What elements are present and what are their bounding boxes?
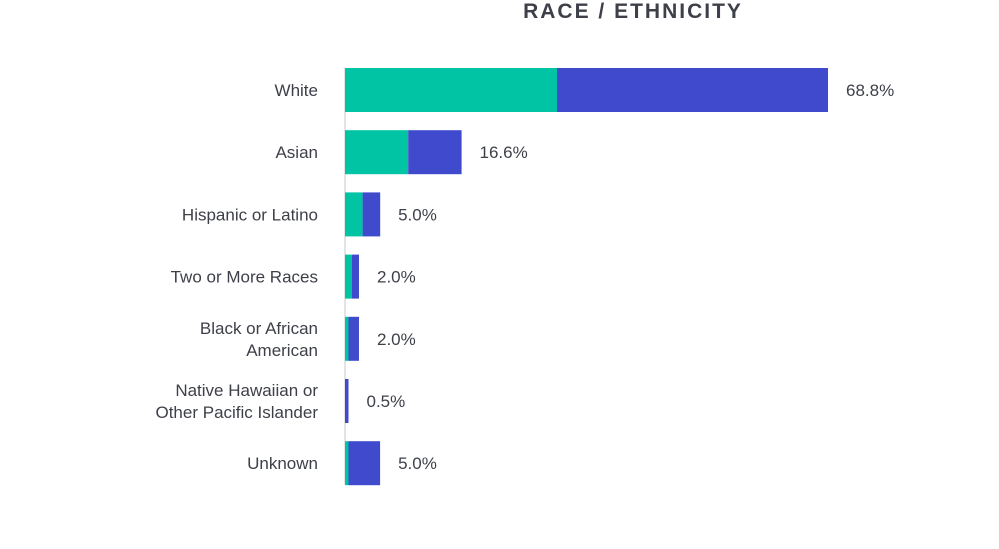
category-label: Two or More Races xyxy=(171,268,318,287)
bar-segment-2 xyxy=(348,441,381,486)
bars-group xyxy=(345,68,828,486)
value-label: 5.0% xyxy=(398,454,437,473)
bar-segment-2 xyxy=(352,254,359,299)
value-label: 16.6% xyxy=(480,143,528,162)
bar-segment-2 xyxy=(557,68,828,112)
category-label-line: Native Hawaiian or xyxy=(175,381,318,400)
bar-segment-1 xyxy=(345,68,557,112)
value-label: 2.0% xyxy=(377,330,416,349)
category-label-line: Unknown xyxy=(247,454,318,473)
category-label-line: Two or More Races xyxy=(171,268,318,287)
bar-segment-1 xyxy=(345,441,349,486)
value-label: 0.5% xyxy=(367,392,406,411)
value-label: 68.8% xyxy=(846,81,894,100)
value-label: 2.0% xyxy=(377,268,416,287)
bar-segment-2 xyxy=(345,379,349,423)
category-label: Unknown xyxy=(247,454,318,473)
bar-segment-2 xyxy=(408,130,462,175)
category-label: Hispanic or Latino xyxy=(182,205,318,224)
category-label: Black or African American xyxy=(200,319,318,360)
value-label: 5.0% xyxy=(398,205,437,224)
category-label-line: White xyxy=(275,81,318,100)
category-label: Native Hawaiian or Other Pacific Islander xyxy=(155,381,318,422)
bar-segment-1 xyxy=(345,192,363,237)
bar-segment-1 xyxy=(345,316,349,361)
category-label-line: Black or African xyxy=(200,319,318,338)
category-label-line: Hispanic or Latino xyxy=(182,205,318,224)
category-label: White xyxy=(275,81,318,100)
labels-group: White 68.8% Asian 16.6% Hispanic or Latino 5.… xyxy=(155,81,894,473)
bar-segment-2 xyxy=(348,316,359,361)
bar-segment-1 xyxy=(345,130,409,175)
category-label-line: Asian xyxy=(275,143,318,162)
bar-segment-1 xyxy=(345,254,352,299)
chart-title: RACE / ETHNICITY xyxy=(523,0,743,23)
category-label: Asian xyxy=(275,143,318,162)
category-label-line: Other Pacific Islander xyxy=(155,403,318,422)
bar-segment-2 xyxy=(362,192,381,237)
category-label-line: American xyxy=(246,341,318,360)
